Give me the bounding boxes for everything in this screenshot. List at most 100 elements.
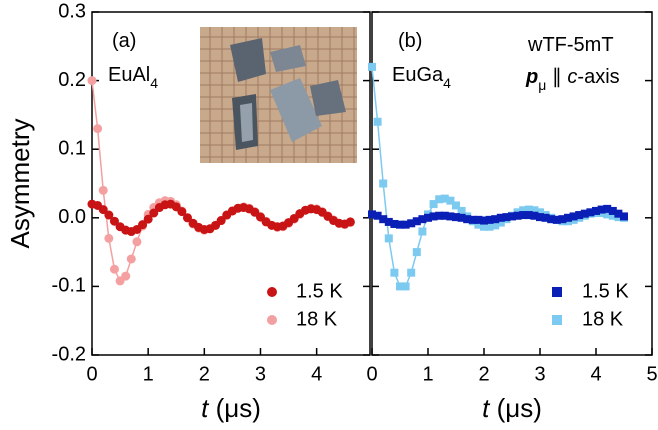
text-part: c bbox=[567, 66, 577, 88]
y-tick-label: 0.3 bbox=[58, 0, 86, 22]
x-tick-label: 1 bbox=[143, 363, 154, 385]
data-point bbox=[524, 205, 533, 214]
x-tick-label: 2 bbox=[199, 363, 210, 385]
plot-frame bbox=[371, 11, 653, 356]
data-point bbox=[390, 268, 399, 277]
data-point bbox=[177, 207, 187, 217]
text-part: 4 bbox=[150, 75, 158, 91]
annotation: (b) bbox=[398, 30, 422, 52]
data-point bbox=[407, 219, 416, 228]
x-tick-label: 2 bbox=[478, 363, 489, 385]
data-point bbox=[216, 216, 226, 226]
data-point bbox=[457, 213, 466, 222]
data-point bbox=[614, 209, 623, 218]
data-point bbox=[440, 194, 449, 203]
data-point bbox=[547, 215, 556, 224]
data-point bbox=[418, 227, 427, 236]
text-part: -axis bbox=[577, 66, 619, 88]
data-point bbox=[98, 205, 108, 215]
data-point bbox=[452, 201, 460, 210]
data-point bbox=[468, 215, 477, 224]
x-axis-title: t (μs) bbox=[201, 393, 261, 423]
data-point bbox=[182, 213, 192, 223]
inset-photo bbox=[200, 27, 357, 163]
data-point bbox=[446, 196, 455, 205]
data-point bbox=[530, 211, 539, 220]
data-point bbox=[132, 237, 142, 247]
data-point bbox=[491, 215, 500, 224]
legend-label: 1.5 K bbox=[296, 280, 343, 302]
data-point bbox=[435, 211, 444, 220]
x-tick-label: 0 bbox=[86, 363, 97, 385]
annotation: wTF-5mT bbox=[527, 34, 614, 56]
data-point bbox=[603, 210, 612, 219]
y-tick-label: 0.2 bbox=[58, 69, 86, 91]
data-point bbox=[463, 215, 472, 224]
text-part: p bbox=[525, 66, 538, 88]
data-point bbox=[496, 218, 505, 227]
data-point bbox=[491, 221, 500, 230]
data-point bbox=[109, 216, 119, 226]
data-point bbox=[126, 254, 136, 264]
legend-marker bbox=[552, 315, 562, 325]
data-point bbox=[429, 212, 438, 221]
data-point bbox=[480, 216, 488, 225]
data-point bbox=[121, 271, 131, 281]
y-tick-label: 0.1 bbox=[58, 137, 86, 159]
y-tick-label: -0.1 bbox=[52, 275, 86, 297]
data-point bbox=[603, 204, 612, 213]
text-part: wTF-5mT bbox=[527, 34, 614, 56]
data-point bbox=[558, 215, 567, 224]
data-point bbox=[496, 213, 505, 222]
x-tick-label: 3 bbox=[534, 363, 545, 385]
data-point bbox=[608, 206, 617, 215]
annotation: pμ ∥ c-axis bbox=[525, 66, 620, 92]
data-point bbox=[592, 206, 600, 215]
data-point bbox=[580, 209, 589, 218]
fit-line bbox=[371, 66, 625, 288]
data-point bbox=[401, 282, 410, 291]
data-point bbox=[586, 208, 595, 217]
data-point bbox=[390, 219, 399, 228]
text-part: (μs) bbox=[489, 393, 542, 423]
x-tick-label: 1 bbox=[422, 363, 433, 385]
data-point bbox=[401, 220, 410, 229]
data-point bbox=[143, 214, 153, 224]
data-point bbox=[87, 76, 97, 86]
data-point bbox=[379, 179, 388, 188]
data-point bbox=[345, 217, 355, 227]
data-point bbox=[424, 213, 432, 222]
data-point bbox=[379, 215, 388, 224]
data-point bbox=[508, 212, 516, 221]
data-point bbox=[524, 211, 533, 220]
text-part: (μs) bbox=[208, 393, 261, 423]
data-point bbox=[597, 205, 606, 214]
x-tick-label: 3 bbox=[255, 363, 266, 385]
text-part: 4 bbox=[443, 75, 451, 91]
y-tick-label: -0.2 bbox=[52, 343, 86, 365]
data-point bbox=[373, 211, 382, 220]
data-point bbox=[474, 215, 483, 224]
data-point bbox=[396, 282, 404, 291]
legend-label: 18 K bbox=[582, 308, 624, 330]
data-point bbox=[149, 208, 159, 218]
data-point bbox=[620, 212, 628, 221]
data-point bbox=[564, 213, 572, 222]
annotation: (a) bbox=[112, 30, 136, 52]
data-point bbox=[418, 215, 427, 224]
y-axis-title: Asymmetry bbox=[5, 119, 35, 249]
data-point bbox=[575, 211, 584, 220]
legend-label: 18 K bbox=[296, 308, 338, 330]
x-tick-label: 4 bbox=[311, 363, 322, 385]
data-point bbox=[446, 212, 455, 221]
x-axis-title: t (μs) bbox=[482, 393, 542, 423]
text-part: (a) bbox=[112, 30, 136, 52]
legend-marker bbox=[267, 315, 277, 325]
data-point bbox=[513, 211, 522, 220]
text-part: (b) bbox=[398, 30, 422, 52]
data-point bbox=[474, 220, 483, 229]
x-tick-label: 5 bbox=[646, 363, 657, 385]
text-part: t bbox=[201, 393, 210, 423]
text-part: ∥ bbox=[546, 66, 567, 88]
